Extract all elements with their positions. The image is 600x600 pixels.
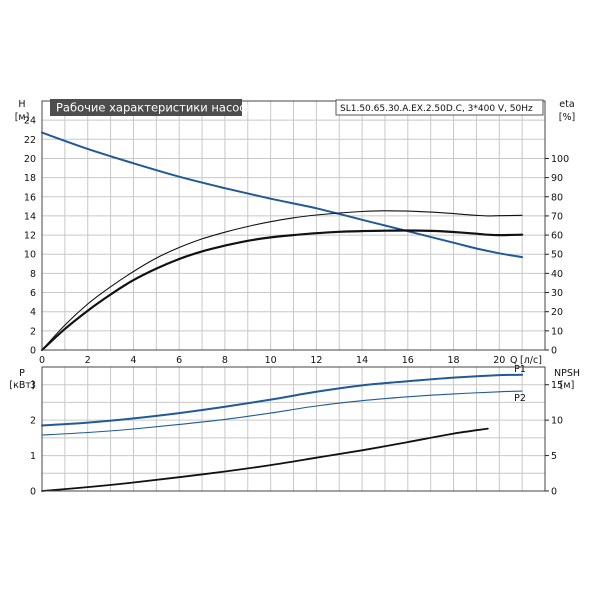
npsh-tick-label: 10 — [551, 416, 563, 427]
q-tick-label: 16 — [402, 355, 414, 366]
model-label: SL1.50.65.30.A.EX.2.50D.C, 3*400 V, 50Hz — [340, 104, 533, 114]
eta-tick-label: 60 — [551, 231, 563, 242]
h-tick-label: 12 — [24, 231, 36, 242]
eta-tick-label: 100 — [551, 154, 569, 165]
h-tick-label: 24 — [24, 116, 36, 127]
npsh-tick-label: 5 — [551, 451, 557, 462]
q-tick-label: 18 — [447, 355, 459, 366]
p-tick-label: 3 — [30, 380, 36, 391]
upper-series-line-2 — [40, 229, 524, 352]
q-axis-unit: [л/с] — [520, 355, 542, 366]
q-tick-label: 6 — [176, 355, 182, 366]
h-tick-label: 18 — [24, 173, 36, 184]
upper-ticks: 0246810121416182022240102030405060708090… — [24, 116, 569, 366]
p-tick-label: 0 — [30, 487, 36, 498]
h-tick-label: 6 — [30, 288, 36, 299]
p-axis-label: P — [19, 368, 25, 379]
eta-tick-label: 70 — [551, 211, 563, 222]
h-axis-label: H — [18, 99, 25, 110]
npsh-axis-label: NPSH — [554, 368, 580, 379]
h-tick-label: 20 — [24, 154, 36, 165]
eta-tick-label: 0 — [551, 346, 557, 357]
p-tick-label: 1 — [30, 451, 36, 462]
eta-axis-unit: [%] — [559, 112, 575, 123]
eta-tick-label: 30 — [551, 288, 563, 299]
eta-tick-label: 90 — [551, 173, 563, 184]
npsh-tick-label: 0 — [551, 487, 557, 498]
lower-series-line-2 — [41, 427, 489, 492]
h-tick-label: 0 — [30, 346, 36, 357]
h-tick-label: 2 — [30, 326, 36, 337]
upper-frame — [41, 100, 546, 351]
eta-tick-label: 80 — [551, 192, 563, 203]
q-tick-label: 12 — [310, 355, 322, 366]
q-tick-label: 20 — [493, 355, 505, 366]
q-tick-label: 2 — [85, 355, 91, 366]
lower-series: P1 P2 — [41, 364, 526, 492]
npsh-tick-label: 15 — [551, 380, 563, 391]
npsh-axis-unit: [м] — [560, 380, 575, 391]
lower-frame — [41, 366, 546, 492]
q-tick-label: 4 — [130, 355, 136, 366]
h-tick-label: 8 — [30, 269, 36, 280]
series-label-p1: P1 — [514, 364, 526, 375]
p-tick-label: 2 — [30, 416, 36, 427]
upper-series-line-0 — [41, 131, 524, 259]
eta-tick-label: 20 — [551, 307, 563, 318]
upper-series — [40, 131, 524, 352]
q-tick-label: 14 — [356, 355, 368, 366]
q-tick-label: 8 — [222, 355, 228, 366]
p-axis-unit: [кВт] — [9, 380, 34, 391]
chart-title: Рабочие характеристики насоса — [56, 101, 253, 115]
eta-axis-label: eta — [559, 99, 574, 110]
model-box — [335, 99, 544, 116]
upper-series-line-1 — [41, 210, 523, 351]
lower-ticks: 0 1 2 3 0 5 10 15 — [30, 380, 563, 497]
h-tick-label: 14 — [24, 211, 36, 222]
q-tick-label: 10 — [265, 355, 277, 366]
lower-panel: P1 P2 0 1 2 3 0 5 10 15 P [кВт] NPSH [м] — [9, 364, 580, 498]
series-label-p2: P2 — [514, 393, 526, 404]
q-axis-label: Q — [510, 355, 517, 366]
lower-series-line-1 — [41, 390, 523, 436]
h-tick-label: 16 — [24, 192, 36, 203]
eta-tick-label: 10 — [551, 326, 563, 337]
lower-series-line-0 — [41, 373, 524, 427]
h-tick-label: 4 — [30, 307, 36, 318]
eta-tick-label: 40 — [551, 269, 563, 280]
h-axis-unit: [м] — [15, 112, 30, 123]
upper-grid — [42, 101, 545, 350]
eta-tick-label: 50 — [551, 250, 563, 261]
h-tick-label: 10 — [24, 250, 36, 261]
upper-panel: 0246810121416182022240102030405060708090… — [15, 99, 575, 366]
q-tick-label: 0 — [39, 355, 45, 366]
title-box — [50, 99, 242, 116]
h-tick-label: 22 — [24, 135, 36, 146]
